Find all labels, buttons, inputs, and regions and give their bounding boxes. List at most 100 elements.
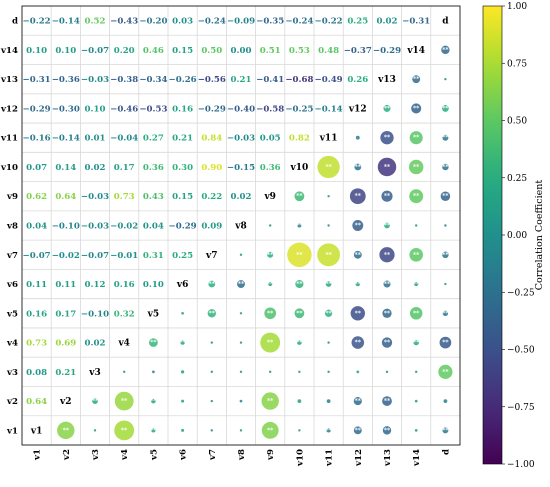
correlation-circle: [349, 188, 366, 205]
correlation-value: 0.05: [260, 134, 281, 144]
correlation-value: 0.02: [85, 339, 106, 349]
correlation-value: 0.15: [172, 46, 193, 56]
x-tick-label: v9: [266, 449, 276, 461]
diagonal-label: v3: [88, 368, 101, 378]
diagonal-label: v12: [348, 104, 367, 114]
correlation-value: −0.14: [52, 134, 80, 144]
correlation-circle: [409, 189, 424, 204]
correlation-circle: [409, 247, 424, 262]
diagonal-label: d: [442, 17, 449, 27]
significance-marker: **: [442, 135, 448, 142]
significance-marker: **: [384, 252, 390, 259]
correlation-value: −0.31: [23, 75, 51, 85]
correlation-circle: [442, 105, 449, 112]
correlation-circle: [409, 131, 423, 145]
diagonal-label: v13: [377, 75, 396, 85]
correlation-value: −0.25: [285, 104, 313, 114]
correlation-value: 0.50: [201, 46, 222, 56]
correlation-value: 0.04: [143, 222, 164, 232]
significance-marker: **: [267, 252, 273, 259]
correlation-circle: [239, 399, 243, 403]
correlation-value: 0.02: [85, 163, 106, 173]
significance-marker: **: [413, 281, 419, 288]
correlation-value: 0.69: [55, 339, 76, 349]
correlation-value: −0.16: [23, 134, 51, 144]
correlation-value: −0.03: [81, 222, 109, 232]
correlation-value: 0.03: [172, 17, 193, 27]
correlation-circle: [411, 103, 422, 114]
correlation-value: −0.34: [139, 75, 167, 85]
significance-marker: **: [442, 427, 448, 434]
correlation-value: 0.84: [201, 134, 222, 144]
diagonal-label: v4: [117, 339, 130, 349]
correlation-circle: [442, 163, 449, 171]
correlation-circle: [414, 281, 419, 287]
x-tick-label: v1: [33, 449, 43, 461]
significance-marker: **: [150, 398, 156, 405]
significance-marker: **: [267, 281, 273, 288]
correlation-circle: [350, 306, 366, 321]
significance-marker: **: [325, 310, 331, 317]
correlation-circle: [326, 428, 331, 433]
significance-marker: **: [355, 398, 361, 405]
significance-marker: **: [296, 310, 302, 317]
diagonal-label: v8: [234, 222, 247, 232]
correlation-circle: [383, 104, 391, 112]
correlation-circle: [381, 190, 393, 202]
significance-marker: **: [384, 427, 390, 434]
correlation-circle: [207, 309, 217, 318]
correlation-value: −0.35: [256, 17, 284, 27]
correlation-circle: [327, 195, 330, 198]
correlation-value: 0.00: [231, 46, 252, 56]
correlation-circle: [442, 134, 449, 141]
correlation-value: 0.52: [85, 17, 106, 27]
correlation-value: −0.56: [198, 75, 226, 85]
correlation-circle: [413, 339, 419, 346]
colorbar-tick-label: −0.75: [507, 403, 535, 413]
diagonal-label: v9: [263, 192, 276, 202]
diagonal-label: v10: [290, 163, 309, 173]
correlation-value: 0.10: [85, 104, 106, 114]
correlation-value: 0.17: [55, 309, 76, 319]
correlation-circle: [297, 340, 302, 345]
correlation-circle: [380, 131, 394, 145]
significance-marker: **: [92, 398, 98, 405]
correlation-value: −0.22: [315, 17, 343, 27]
correlation-circle: [440, 191, 451, 201]
correlation-circle: [260, 332, 281, 353]
correlation-value: 0.14: [55, 163, 76, 173]
correlation-value: −0.14: [315, 104, 343, 114]
correlation-circle: [181, 399, 185, 403]
significance-marker: **: [442, 193, 448, 200]
significance-marker: **: [413, 193, 419, 200]
correlation-value: 0.16: [26, 309, 47, 319]
x-tick-label: v3: [91, 449, 101, 461]
correlation-circle: [114, 420, 135, 441]
diagonal-label: v2: [59, 397, 72, 407]
correlation-value: 0.64: [26, 397, 47, 407]
significance-marker: **: [413, 340, 419, 347]
correlation-circle: [151, 428, 156, 433]
correlation-value: 0.11: [26, 280, 47, 290]
correlation-circle: [297, 399, 302, 404]
correlation-circle: [356, 370, 360, 374]
significance-marker: **: [355, 252, 361, 259]
correlation-circle: [239, 312, 243, 315]
correlation-circle: [327, 224, 330, 227]
correlation-value: −0.29: [198, 104, 226, 114]
diagonal-label: v11: [319, 134, 338, 144]
colorbar-tick-label: 0.25: [507, 174, 527, 184]
x-tick-label: v4: [120, 449, 130, 461]
correlation-circle: [352, 220, 364, 231]
y-tick-label: v12: [0, 104, 18, 114]
correlation-circle: [379, 247, 395, 263]
correlation-value: −0.02: [52, 251, 80, 261]
correlation-circle: [384, 222, 390, 229]
correlation-circle: [351, 336, 365, 349]
correlation-circle: [377, 157, 397, 177]
correlation-value: 0.15: [172, 192, 193, 202]
correlation-circle: [123, 370, 126, 374]
x-tick-label: v7: [208, 449, 218, 461]
correlation-circle: [210, 370, 213, 374]
significance-marker: **: [267, 427, 273, 434]
